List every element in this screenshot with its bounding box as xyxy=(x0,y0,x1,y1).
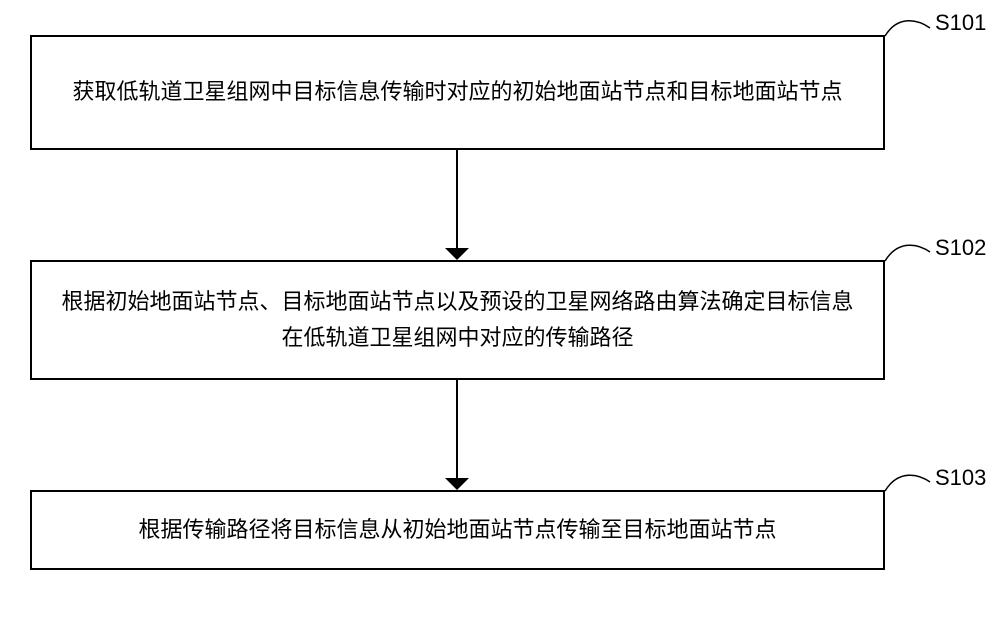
step-label-l1: S101 xyxy=(935,10,986,36)
arrow-head-1 xyxy=(445,478,469,490)
arrow-line-1 xyxy=(456,380,458,478)
arrow-head-0 xyxy=(445,248,469,260)
step-label-l2: S102 xyxy=(935,235,986,261)
leader-curve-1 xyxy=(880,222,935,291)
flow-step-text: 根据传输路径将目标信息从初始地面站节点传输至目标地面站节点 xyxy=(138,512,776,548)
flowchart-canvas: 获取低轨道卫星组网中目标信息传输时对应的初始地面站节点和目标地面站节点根据初始地… xyxy=(0,0,1000,628)
flow-step-text: 获取低轨道卫星组网中目标信息传输时对应的初始地面站节点和目标地面站节点 xyxy=(72,74,842,110)
leader-curve-2 xyxy=(880,452,935,521)
leader-curve-0 xyxy=(880,0,935,66)
step-label-l3: S103 xyxy=(935,465,986,491)
flow-step-b1: 获取低轨道卫星组网中目标信息传输时对应的初始地面站节点和目标地面站节点 xyxy=(30,35,885,150)
flow-step-text: 根据初始地面站节点、目标地面站节点以及预设的卫星网络路由算法确定目标信息在低轨道… xyxy=(60,284,855,357)
flow-step-b3: 根据传输路径将目标信息从初始地面站节点传输至目标地面站节点 xyxy=(30,490,885,570)
flow-step-b2: 根据初始地面站节点、目标地面站节点以及预设的卫星网络路由算法确定目标信息在低轨道… xyxy=(30,260,885,380)
arrow-line-0 xyxy=(456,150,458,248)
